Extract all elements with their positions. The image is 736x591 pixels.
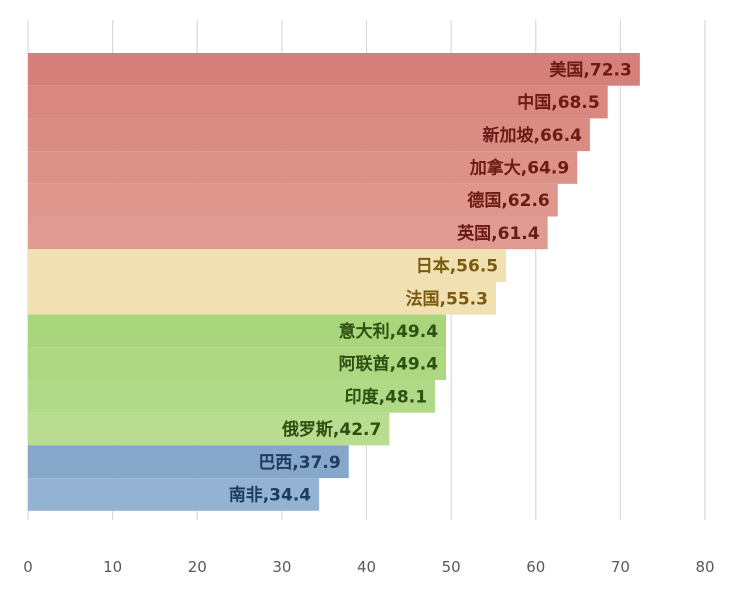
x-tick-label-5: 50 — [442, 558, 461, 576]
bar-label-0: 美国,72.3 — [549, 59, 631, 80]
x-tick-label-4: 40 — [357, 558, 376, 576]
x-tick-label-7: 70 — [611, 558, 630, 576]
bar-11 — [28, 412, 390, 446]
bar-label-11: 俄罗斯,42.7 — [281, 419, 381, 440]
bar-label-3: 加拿大,64.9 — [469, 157, 569, 178]
bar-0 — [28, 53, 640, 86]
bar-1 — [28, 85, 608, 119]
bar-10 — [28, 380, 436, 413]
bar-8 — [28, 314, 447, 348]
x-axis-ticks: 0 10 20 30 40 50 60 70 80 — [23, 558, 714, 576]
bar-13 — [28, 478, 320, 511]
bar-6 — [28, 249, 507, 282]
bar-label-1: 中国,68.5 — [517, 92, 599, 113]
bar-9 — [28, 347, 447, 380]
bar-label-5: 英国,61.4 — [457, 223, 540, 244]
bar-label-2: 新加坡,66.4 — [483, 125, 583, 146]
bar-label-7: 法国,55.3 — [406, 288, 488, 309]
bar-label-6: 日本,56.5 — [416, 256, 498, 277]
bar-label-4: 德国,62.6 — [467, 190, 549, 211]
bar-3 — [28, 151, 578, 184]
x-tick-label-2: 20 — [188, 558, 207, 576]
bar-4 — [28, 183, 558, 217]
x-tick-label-6: 60 — [526, 558, 545, 576]
bar-label-10: 印度,48.1 — [345, 386, 427, 407]
bar-5 — [28, 216, 548, 250]
x-tick-label-8: 80 — [695, 558, 714, 576]
bars — [28, 53, 640, 511]
x-tick-label-1: 10 — [103, 558, 122, 576]
bar-label-8: 意大利,49.4 — [339, 321, 439, 342]
bar-7 — [28, 281, 496, 315]
bar-label-9: 阿联酋,49.4 — [339, 354, 439, 375]
bar-label-12: 巴西,37.9 — [258, 453, 340, 473]
bar-12 — [28, 445, 349, 479]
x-tick-label-0: 0 — [23, 558, 33, 576]
x-tick-label-3: 30 — [272, 558, 291, 576]
data-labels: 美国,72.3 中国,68.5 新加坡,66.4 加拿大,64.9 德国,62.6 英国,… — [229, 59, 632, 505]
bar-label-13: 南非,34.4 — [229, 484, 312, 505]
bar-2 — [28, 118, 590, 152]
